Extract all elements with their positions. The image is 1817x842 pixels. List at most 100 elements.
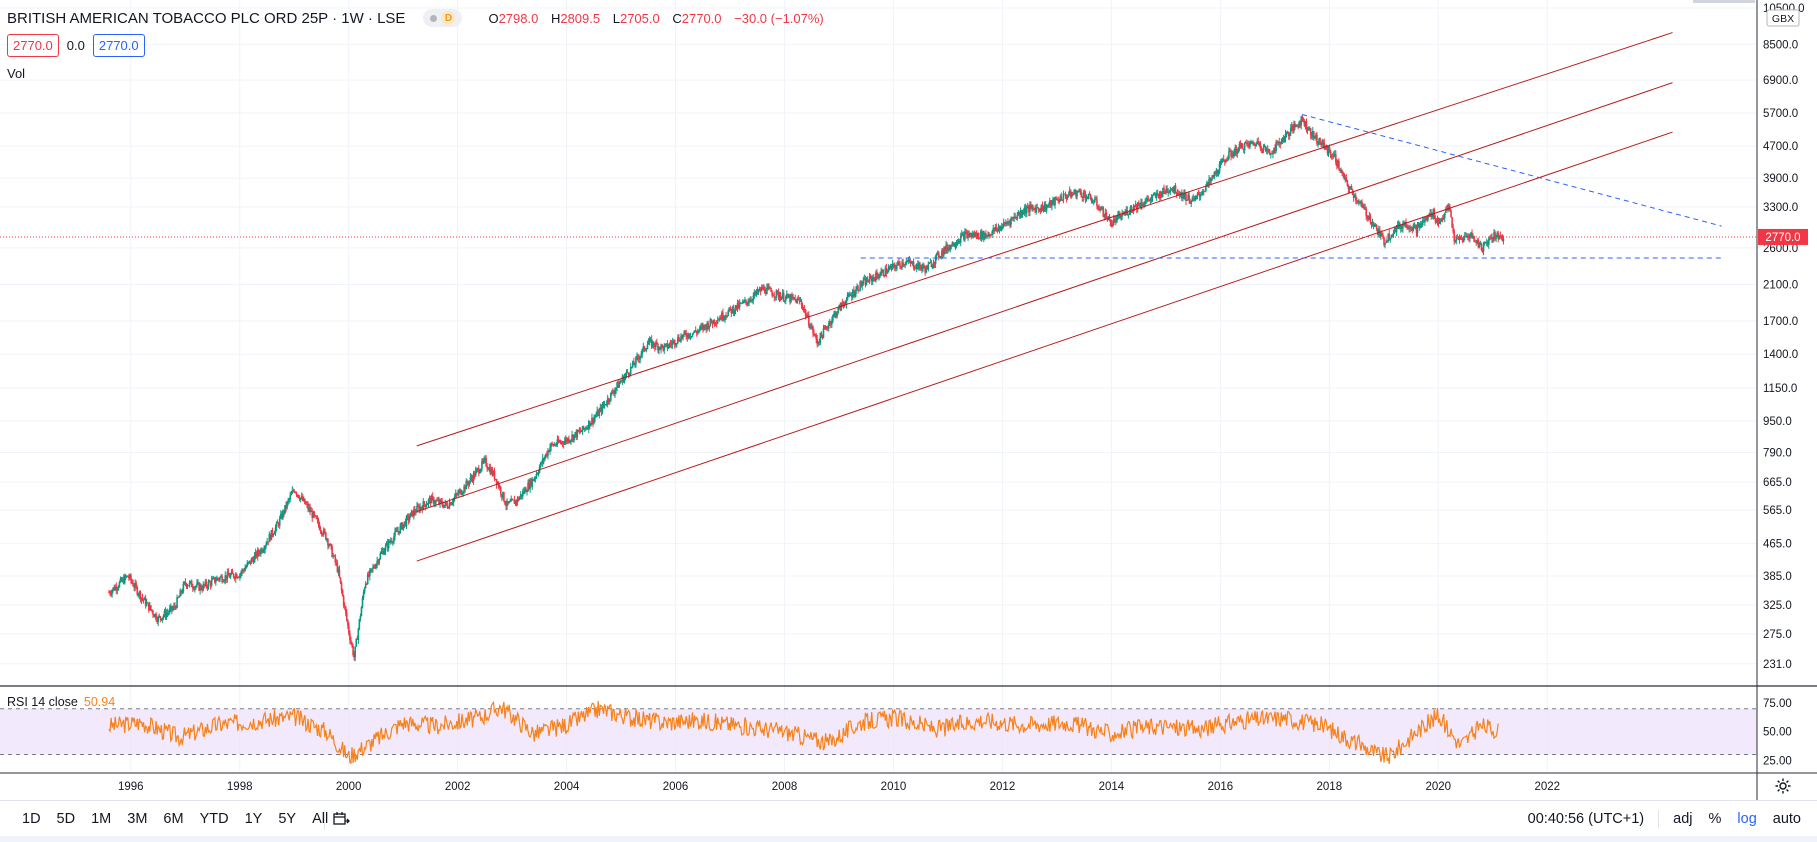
candle-body: [320, 531, 323, 534]
candle-body: [421, 507, 424, 510]
candle-body: [1479, 242, 1482, 244]
range-ytd-button[interactable]: YTD: [199, 811, 229, 827]
candle-body: [762, 286, 765, 290]
candle-body: [1288, 132, 1291, 136]
candle-body: [738, 302, 741, 308]
candle-body: [274, 527, 277, 534]
ask-box[interactable]: 2770.0: [92, 34, 145, 57]
candle-body: [1250, 141, 1252, 143]
range-5y-button[interactable]: 5Y: [278, 811, 297, 827]
candle-body: [166, 612, 169, 614]
adj-toggle[interactable]: adj: [1673, 811, 1693, 827]
clock-readout[interactable]: 00:40:56 (UTC+1): [1527, 811, 1645, 827]
candle-body: [1413, 224, 1416, 226]
candle-body: [1025, 208, 1028, 214]
price-tick-label: 1700.0: [1763, 316, 1798, 328]
candle-body: [249, 560, 252, 564]
status-pill[interactable]: D: [423, 9, 463, 27]
candle-body: [1390, 234, 1393, 239]
candle-body: [967, 234, 969, 238]
range-3m-button[interactable]: 3M: [127, 811, 148, 827]
range-6m-button[interactable]: 6M: [163, 811, 184, 827]
candle-body: [220, 576, 222, 578]
candle-body: [352, 645, 354, 655]
candle-body: [1024, 207, 1027, 214]
candle-body: [1181, 192, 1183, 199]
candle-body: [525, 488, 527, 493]
change-value: −30.0 (−1.07%): [734, 10, 824, 26]
candle-body: [708, 325, 711, 329]
candle-body: [109, 592, 111, 594]
candle-body: [784, 296, 787, 301]
price-tick-label: 275.0: [1763, 629, 1792, 641]
candle-body: [1342, 172, 1344, 174]
range-1y-button[interactable]: 1Y: [244, 811, 263, 827]
range-1d-button[interactable]: 1D: [22, 811, 41, 827]
candle-body: [899, 263, 901, 267]
candle-body: [512, 499, 515, 501]
candle-body: [437, 500, 439, 501]
candle-body: [1502, 238, 1505, 241]
candle-body: [988, 233, 990, 236]
candle-body: [704, 324, 706, 327]
candle-body: [1310, 135, 1313, 138]
symbol-title[interactable]: BRITISH AMERICAN TOBACCO PLC ORD 25P · 1…: [7, 9, 406, 27]
candle-body: [931, 265, 934, 268]
candle-body: [1125, 210, 1128, 212]
candle-body: [934, 256, 937, 264]
candle-body: [182, 583, 185, 592]
candle-body: [433, 503, 436, 505]
candle-body: [795, 299, 798, 304]
candle-body: [262, 550, 264, 553]
candle-body: [516, 498, 519, 503]
candle-body: [624, 374, 627, 377]
candle-body: [1409, 227, 1412, 229]
percent-toggle[interactable]: %: [1708, 811, 1722, 827]
candle-body: [523, 491, 525, 493]
candle-body: [1176, 193, 1179, 195]
candle-body: [748, 302, 750, 303]
candle-body: [667, 346, 670, 349]
candle-body: [517, 498, 520, 501]
candle-body: [1215, 169, 1218, 174]
candle-body: [674, 344, 677, 346]
candle-body: [755, 289, 758, 295]
volume-legend[interactable]: Vol: [7, 66, 26, 81]
candle-body: [1349, 186, 1352, 188]
candle-body: [225, 575, 228, 580]
candle-body: [1207, 182, 1209, 184]
candle-body: [415, 512, 417, 514]
candle-body: [1026, 206, 1029, 209]
candle-body: [255, 551, 258, 558]
candle-body: [654, 345, 656, 348]
rsi-legend[interactable]: RSI 14 close 50.94: [7, 695, 115, 709]
candle-body: [207, 581, 210, 588]
log-toggle[interactable]: log: [1737, 811, 1757, 827]
candle-body: [348, 625, 350, 634]
candle-body: [264, 545, 266, 550]
date-range-icon[interactable]: [332, 810, 350, 828]
candle-body: [764, 286, 766, 293]
candle-body: [1355, 200, 1358, 202]
candle-body: [1323, 142, 1326, 149]
candle-body: [1138, 202, 1140, 206]
candle-body: [618, 383, 620, 388]
range-1m-button[interactable]: 1M: [91, 811, 112, 827]
range-5d-button[interactable]: 5D: [56, 811, 76, 827]
candle-body: [854, 294, 856, 297]
bid-box[interactable]: 2770.0: [7, 34, 59, 57]
candle-body: [190, 581, 193, 588]
candle-body: [287, 500, 289, 503]
candle-body: [305, 503, 307, 505]
candle-body: [528, 482, 530, 489]
candle-body: [252, 559, 255, 563]
settings-gear-icon[interactable]: [1774, 777, 1792, 795]
chart-canvas[interactable]: 231.0 275.0 325.0 385.0 465.0 565.0 665.0 790.0…: [0, 0, 1817, 800]
auto-toggle[interactable]: auto: [1772, 811, 1801, 827]
candle-body: [490, 469, 493, 475]
candle-body: [1083, 192, 1086, 195]
candle-body: [803, 308, 806, 310]
candle-body: [831, 320, 833, 325]
candle-body: [217, 577, 219, 579]
candle-body: [954, 245, 957, 247]
